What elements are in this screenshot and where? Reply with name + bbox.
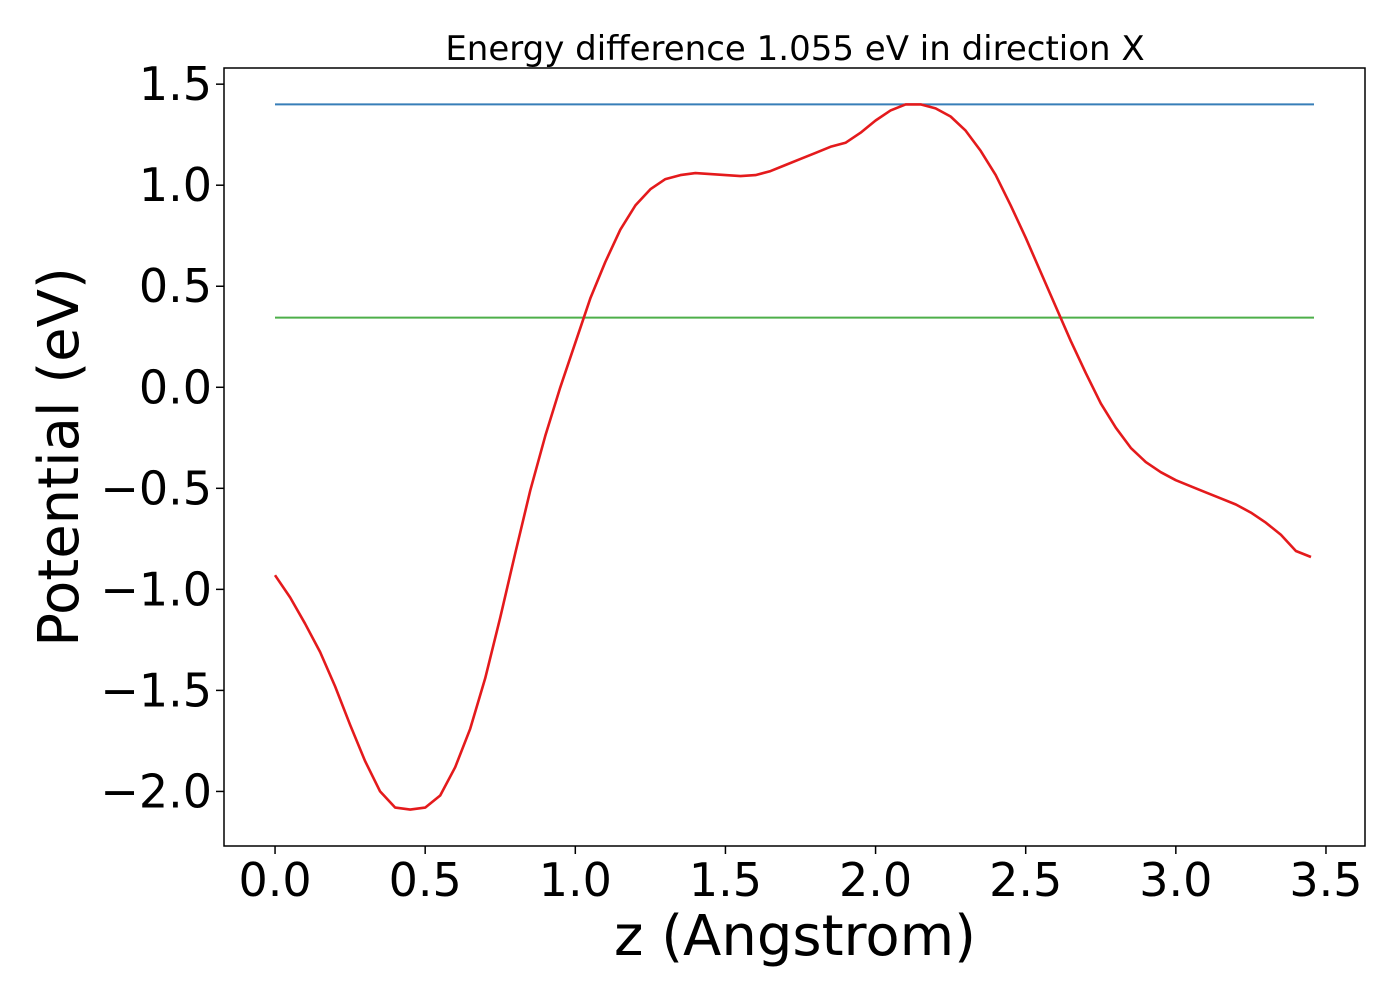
y-tick-label: 1.0 — [139, 158, 212, 212]
x-tick-label: 0.0 — [238, 853, 311, 907]
x-tick-label: 0.5 — [389, 853, 462, 907]
x-axis: 0.0 0.5 1.0 1.5 2.0 2.5 3.0 3.5 — [238, 846, 1363, 907]
x-tick-label: 1.5 — [689, 853, 762, 907]
x-tick-label: 3.5 — [1289, 853, 1362, 907]
plot-area — [273, 103, 1314, 811]
y-tick-label: −0.5 — [100, 461, 212, 515]
y-axis-label: Potential (eV) — [27, 267, 92, 647]
x-tick-label: 3.0 — [1139, 853, 1212, 907]
y-tick-label: −1.0 — [100, 562, 212, 616]
x-tick-label: 2.0 — [839, 853, 912, 907]
x-tick-label: 2.5 — [989, 853, 1062, 907]
x-axis-label: z (Angstrom) — [614, 904, 976, 969]
y-axis: 1.5 1.0 0.5 0.0 −0.5 −1.0 −1.5 −2.0 — [100, 57, 224, 818]
x-tick-label: 1.0 — [539, 853, 612, 907]
plot-frame — [223, 67, 1366, 847]
y-tick-label: −1.5 — [100, 663, 212, 717]
chart-title: Energy difference 1.055 eV in direction … — [445, 29, 1144, 69]
series-line-potential — [273, 103, 1312, 811]
y-tick-label: 1.5 — [139, 57, 212, 111]
y-tick-label: −2.0 — [100, 764, 212, 818]
y-tick-label: 0.5 — [139, 259, 212, 313]
y-tick-label: 0.0 — [139, 360, 212, 414]
